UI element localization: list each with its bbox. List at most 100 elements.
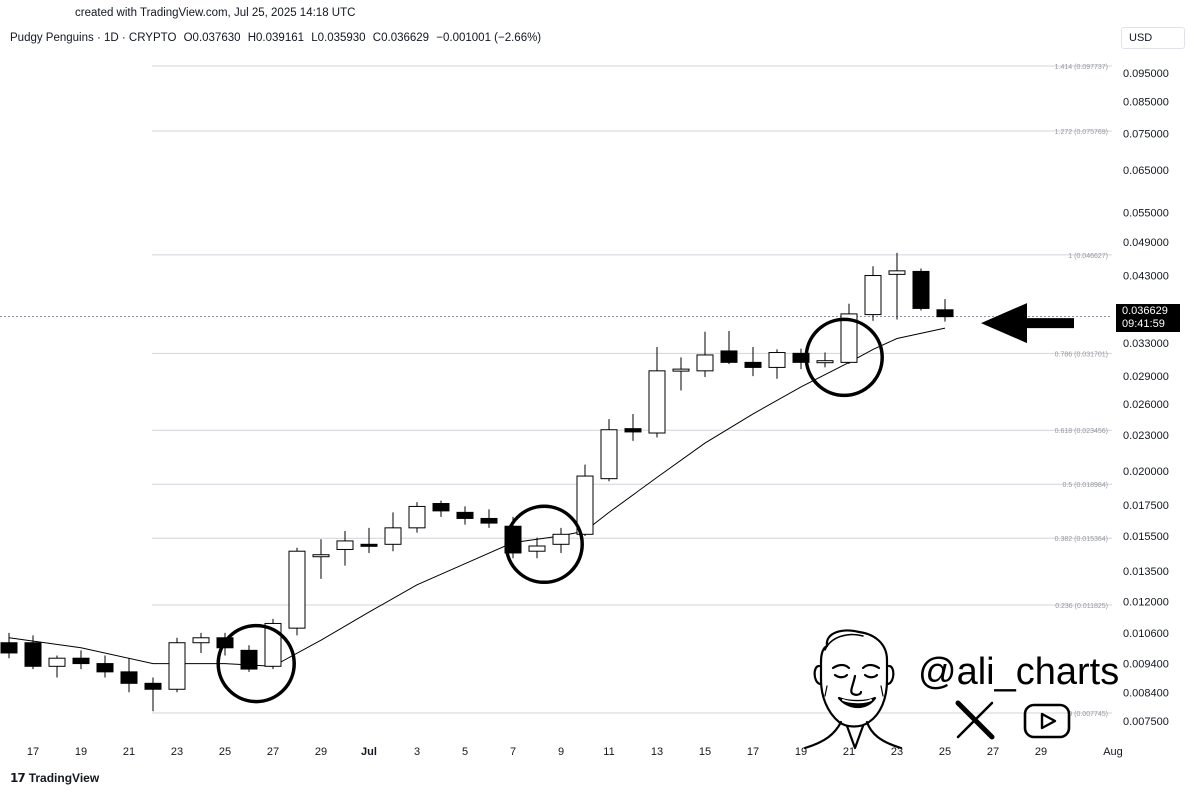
x-tick-label-3: 23 — [171, 746, 183, 758]
fib-label-6: 0.382 (0.015364) — [1055, 536, 1108, 543]
candle-22 — [528, 537, 546, 559]
x-tick-label-21: 29 — [1035, 746, 1047, 758]
y-tick-label-3: 0.065000 — [1123, 165, 1169, 177]
candle-30 — [720, 331, 738, 365]
candle-body-up — [576, 475, 594, 535]
candle-14 — [336, 531, 354, 566]
candle-12 — [288, 547, 306, 636]
price-tag-countdown: 09:41:59 — [1122, 318, 1165, 330]
candle-body-down — [936, 309, 954, 318]
high-value: H0.039161 — [247, 32, 305, 44]
candle-17 — [408, 502, 426, 533]
x-tick-label-22: Aug — [1103, 746, 1123, 758]
open-value: O0.037630 — [183, 32, 241, 44]
candle-body-down — [72, 657, 90, 665]
x-tick-label-20: 27 — [987, 746, 999, 758]
candle-7 — [168, 637, 186, 693]
y-tick-label-17: 0.009400 — [1123, 659, 1169, 671]
candle-body-up — [264, 622, 282, 667]
x-tick-label-4: 25 — [219, 746, 231, 758]
x-tick-label-17: 21 — [843, 746, 855, 758]
candle-body-up — [408, 505, 426, 529]
candle-20 — [480, 509, 498, 528]
y-tick-label-8: 0.029000 — [1123, 371, 1169, 383]
candle-body-up — [288, 550, 306, 629]
highlight-circle-1 — [504, 504, 584, 585]
candle-body-down — [624, 428, 642, 433]
arrow-shape — [981, 303, 1074, 344]
x-tick-label-1: 19 — [75, 746, 87, 758]
candle-19 — [456, 506, 474, 525]
y-tick-label-15: 0.012000 — [1123, 596, 1169, 608]
candle-18 — [432, 500, 450, 517]
candle-34 — [816, 352, 834, 368]
y-tick-label-2: 0.075000 — [1123, 129, 1169, 141]
tradingview-mark-icon: 𝟭𝟳 — [10, 771, 26, 785]
youtube-icon[interactable] — [1023, 703, 1071, 739]
x-tick-label-13: 13 — [651, 746, 663, 758]
candle-body-down — [456, 511, 474, 519]
candle-36 — [864, 266, 882, 321]
change-value: −0.001001 (−2.66%) — [436, 32, 542, 44]
current-price-tag: 0.036629 09:41:59 — [1116, 304, 1180, 332]
currency-selector[interactable]: USD — [1121, 27, 1185, 49]
fib-label-7: 0.236 (0.011825) — [1055, 603, 1108, 610]
x-tick-label-15: 17 — [747, 746, 759, 758]
highlight-circle-0 — [216, 623, 296, 704]
y-tick-label-14: 0.013500 — [1123, 566, 1169, 578]
y-tick-label-12: 0.017500 — [1123, 500, 1169, 512]
candle-body-down — [144, 682, 162, 690]
candle-2 — [48, 655, 66, 678]
x-tick-label-18: 23 — [891, 746, 903, 758]
highlight-circles — [216, 317, 884, 704]
avatar — [803, 629, 903, 750]
chart-credit: created with TradingView.com, Jul 25, 20… — [75, 7, 356, 19]
y-axis: 0.095000 0.085000 0.075000 0.065000 0.055000… — [1123, 68, 1169, 728]
candle-body-up — [768, 352, 786, 368]
x-logo-icon[interactable] — [955, 700, 995, 740]
y-tick-label-11: 0.020000 — [1123, 466, 1169, 478]
candle-body-down — [744, 361, 762, 368]
y-tick-label-0: 0.095000 — [1123, 68, 1169, 80]
candle-body-up — [168, 642, 186, 690]
arrow-icon — [981, 303, 1074, 344]
x-tick-label-7: Jul — [361, 746, 377, 758]
candle-body-down — [432, 503, 450, 512]
x-tick-label-10: 7 — [510, 746, 516, 758]
price-tag-value: 0.036629 — [1122, 305, 1168, 317]
y-tick-label-6: 0.043000 — [1123, 271, 1169, 283]
tradingview-wordmark: TradingView — [28, 771, 100, 785]
candles — [0, 252, 954, 712]
highlight-circle-2 — [804, 317, 884, 398]
x-tick-label-9: 5 — [462, 746, 468, 758]
fib-label-8: 0 (0.007745) — [1068, 711, 1108, 718]
x-axis: 17 19 21 23 25 27 29 Jul 3 5 7 9 11 13 15 17 19 21 23 25 27 2… — [27, 746, 1123, 758]
candle-13 — [312, 539, 330, 579]
y-tick-label-7: 0.033000 — [1123, 338, 1169, 350]
candle-body-up — [48, 657, 66, 667]
candle-body-up — [312, 554, 330, 558]
y-tick-label-19: 0.007500 — [1123, 716, 1169, 728]
moving-average-line — [8, 327, 946, 667]
candle-32 — [768, 349, 786, 379]
fib-label-4: 0.618 (0.023456) — [1055, 428, 1108, 435]
y-tick-label-13: 0.015500 — [1123, 531, 1169, 543]
candle-35 — [840, 303, 858, 365]
candle-27 — [648, 346, 666, 438]
x-tick-label-11: 9 — [558, 746, 564, 758]
y-tick-label-4: 0.055000 — [1123, 208, 1169, 220]
candle-body-down — [24, 642, 42, 667]
y-tick-label-18: 0.008400 — [1123, 687, 1169, 699]
candle-0 — [0, 632, 18, 659]
fib-label-3: 0.786 (0.031701) — [1055, 351, 1108, 358]
candle-body-up — [384, 527, 402, 545]
symbol-name[interactable]: Pudgy Penguins · 1D · CRYPTO — [10, 32, 177, 44]
y-tick-label-1: 0.085000 — [1123, 97, 1169, 109]
x-tick-label-19: 25 — [939, 746, 951, 758]
candle-28 — [672, 357, 690, 391]
candle-1 — [24, 635, 42, 670]
candle-24 — [576, 464, 594, 536]
tradingview-logo[interactable]: 𝟭𝟳 TradingView — [10, 771, 99, 785]
candle-11 — [264, 618, 282, 670]
